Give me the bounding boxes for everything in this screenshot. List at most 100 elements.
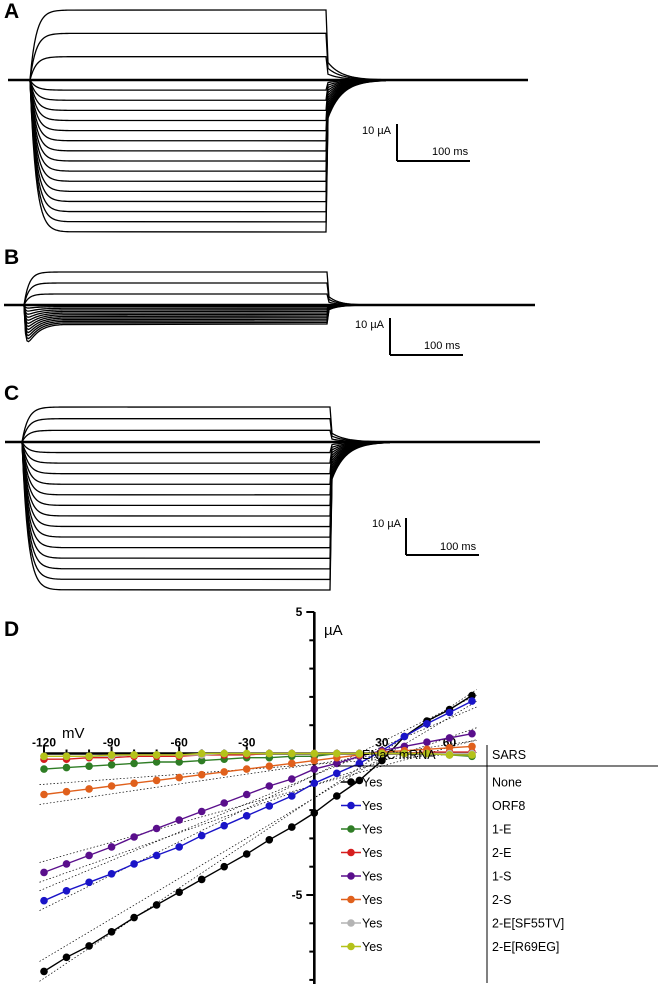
data-point [310, 756, 319, 765]
panel-a-letter: A [4, 0, 19, 23]
data-point [197, 875, 206, 884]
data-point [423, 749, 431, 758]
legend-row: Yes 2-E[R69EG] [341, 940, 559, 954]
panel-c-letter: C [4, 382, 19, 405]
x-axis-unit-label: mV [62, 725, 85, 742]
data-point [288, 749, 296, 758]
data-point [468, 729, 476, 738]
data-point [85, 942, 93, 950]
x-tick-label: -30 [238, 736, 256, 750]
fit-confidence-band [39, 694, 477, 911]
data-point [468, 697, 476, 705]
data-point [130, 913, 138, 922]
current-trace [28, 79, 387, 233]
series-line [43, 700, 473, 902]
data-point [445, 734, 454, 742]
panel-b: B 10 µA 100 ms [4, 246, 535, 356]
panel-b-scale-time-label: 100 ms [424, 340, 461, 352]
series-line [43, 733, 473, 874]
data-point [265, 836, 274, 844]
data-point [152, 851, 161, 860]
data-point [310, 765, 319, 773]
data-point [265, 762, 274, 770]
legend-swatch-marker [347, 942, 355, 951]
data-point [333, 769, 341, 778]
data-point [220, 768, 228, 776]
panel-c-traces [5, 406, 540, 591]
data-point [85, 762, 93, 770]
data-point [175, 758, 183, 766]
data-point [130, 779, 138, 787]
legend-row: Yes ORF8 [341, 799, 525, 813]
legend-sars-value: None [492, 776, 522, 790]
legend-sars-value: ORF8 [492, 799, 525, 813]
panel-d-letter: D [4, 618, 19, 641]
series-2-E[R69EG] [40, 749, 476, 761]
y-axis-unit-label: µA [324, 622, 343, 639]
data-point [378, 749, 386, 758]
data-point [130, 759, 138, 768]
data-point [62, 752, 71, 761]
data-point [85, 752, 93, 761]
legend-swatch-marker [347, 825, 355, 833]
panel-d: D µA mV 5-5-120 -90 -60 -30 30 60 ENaC mRNA S… [4, 605, 658, 984]
panel-c-scale-time-label: 100 ms [440, 541, 477, 553]
legend-swatch-marker [347, 848, 355, 857]
panel-c-scale-bar: 10 µA 100 ms [372, 518, 479, 556]
data-point [130, 833, 138, 841]
legend: ENaC mRNA SARS Yes None Yes ORF8 Yes 1-E Yes 2-… [338, 745, 658, 983]
data-point [333, 749, 341, 758]
panel-c: C 10 µA 100 ms [4, 382, 540, 591]
x-tick-label: -60 [170, 736, 188, 750]
legend-sars-value: 2-S [492, 893, 511, 907]
legend-enac-value: Yes [362, 893, 382, 907]
data-point [40, 868, 48, 877]
data-point [220, 799, 228, 807]
data-point [265, 782, 274, 790]
data-point [197, 756, 206, 765]
data-point [40, 752, 48, 761]
legend-swatch-marker [347, 872, 355, 880]
legend-row: Yes 2-E[SF55TV] [341, 917, 564, 931]
data-point [355, 759, 364, 768]
data-point [40, 896, 48, 905]
current-trace [22, 304, 388, 343]
data-point [85, 851, 93, 860]
x-tick-label: -90 [103, 736, 121, 750]
data-point [220, 862, 228, 871]
data-point [288, 792, 296, 800]
data-point [445, 744, 454, 752]
legend-sars-value: 2-E[R69EG] [492, 940, 559, 954]
data-point [468, 751, 476, 759]
data-point [62, 860, 71, 868]
legend-enac-value: Yes [362, 940, 382, 954]
data-point [130, 860, 138, 868]
series-None [40, 691, 476, 976]
data-point [85, 785, 93, 793]
data-point [107, 761, 116, 769]
fit-confidence-band [39, 739, 477, 863]
y-tick-label: 5 [296, 605, 303, 619]
data-point [468, 691, 476, 700]
data-point [355, 749, 364, 758]
y-tick-label: -5 [292, 888, 303, 902]
legend-sars-value: 2-E [492, 846, 511, 860]
data-point [197, 807, 206, 816]
series-line [43, 694, 473, 972]
panel-b-traces [4, 271, 535, 343]
current-trace [20, 441, 391, 538]
data-point [265, 802, 274, 810]
data-point [152, 824, 161, 833]
panel-a-scale-bar: 10 µA 100 ms [362, 124, 470, 162]
data-point [400, 749, 409, 758]
data-point [288, 775, 296, 783]
iv-axes: 5-5-120 -90 -60 -30 30 60 [32, 605, 473, 984]
data-point [333, 759, 341, 768]
data-point [288, 759, 296, 768]
legend-enac-value: Yes [362, 776, 382, 790]
data-point [62, 763, 71, 772]
legend-swatch-marker [347, 919, 355, 927]
legend-sars-value: 1-S [492, 870, 511, 884]
data-point [152, 758, 161, 766]
data-point [175, 843, 183, 851]
